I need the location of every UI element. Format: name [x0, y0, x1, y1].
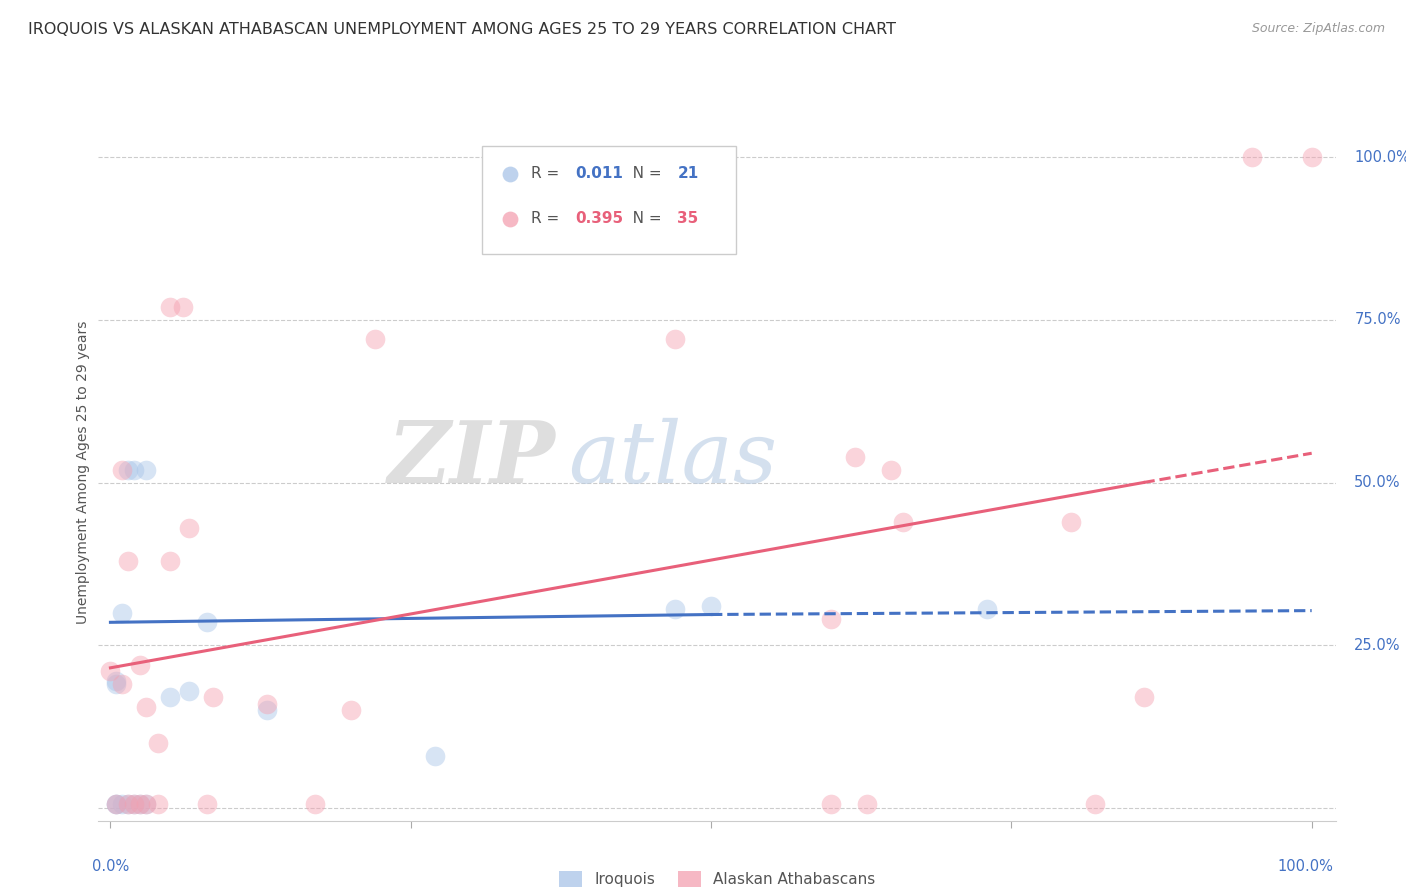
Point: [117, 553, 139, 567]
Text: 50.0%: 50.0%: [1354, 475, 1400, 490]
Text: N =: N =: [619, 166, 666, 181]
Point: [135, 797, 157, 812]
Text: N =: N =: [619, 211, 666, 227]
Point: [111, 797, 134, 812]
Point: [124, 797, 146, 812]
Point: [844, 450, 866, 464]
Text: 0.011: 0.011: [575, 166, 623, 181]
Point: [135, 699, 157, 714]
Point: [1301, 150, 1323, 164]
Point: [856, 797, 879, 812]
Point: [423, 748, 446, 763]
Legend: Iroquois, Alaskan Athabascans: Iroquois, Alaskan Athabascans: [553, 865, 882, 892]
Point: [124, 462, 146, 476]
Text: 100.0%: 100.0%: [1277, 859, 1333, 874]
Point: [148, 797, 170, 812]
Point: [148, 736, 170, 750]
Point: [1132, 690, 1154, 704]
Point: [820, 797, 842, 812]
Point: [100, 664, 122, 678]
Point: [1240, 150, 1263, 164]
Text: 25.0%: 25.0%: [1354, 638, 1400, 653]
Point: [129, 657, 152, 672]
Point: [664, 602, 686, 616]
FancyBboxPatch shape: [482, 145, 735, 253]
Point: [195, 615, 218, 630]
Point: [664, 333, 686, 347]
Point: [499, 238, 522, 252]
Text: 35: 35: [678, 211, 699, 227]
Point: [105, 797, 128, 812]
Point: [105, 677, 128, 691]
Point: [976, 602, 998, 616]
Y-axis label: Unemployment Among Ages 25 to 29 years: Unemployment Among Ages 25 to 29 years: [76, 321, 90, 624]
Text: R =: R =: [531, 166, 565, 181]
Text: IROQUOIS VS ALASKAN ATHABASCAN UNEMPLOYMENT AMONG AGES 25 TO 29 YEARS CORRELATIO: IROQUOIS VS ALASKAN ATHABASCAN UNEMPLOYM…: [28, 22, 896, 37]
Point: [124, 797, 146, 812]
Point: [159, 553, 181, 567]
Point: [159, 300, 181, 314]
Point: [499, 195, 522, 210]
Text: 75.0%: 75.0%: [1354, 312, 1400, 327]
Text: 0.395: 0.395: [575, 211, 623, 227]
Point: [177, 521, 200, 535]
Point: [1060, 515, 1083, 529]
Text: R =: R =: [531, 211, 565, 227]
Point: [111, 606, 134, 620]
Point: [172, 300, 194, 314]
Point: [135, 797, 157, 812]
Point: [880, 462, 903, 476]
Point: [201, 690, 224, 704]
Point: [105, 797, 128, 812]
Point: [105, 797, 128, 812]
Point: [111, 677, 134, 691]
Point: [129, 797, 152, 812]
Text: 0.0%: 0.0%: [93, 859, 129, 874]
Point: [177, 683, 200, 698]
Point: [117, 797, 139, 812]
Point: [256, 703, 278, 717]
Text: 100.0%: 100.0%: [1354, 150, 1406, 165]
Text: 21: 21: [678, 166, 699, 181]
Point: [129, 797, 152, 812]
Point: [339, 703, 361, 717]
Point: [364, 333, 387, 347]
Point: [117, 797, 139, 812]
Point: [1084, 797, 1107, 812]
Text: atlas: atlas: [568, 417, 778, 500]
Point: [891, 515, 914, 529]
Point: [159, 690, 181, 704]
Point: [820, 612, 842, 626]
Text: Source: ZipAtlas.com: Source: ZipAtlas.com: [1251, 22, 1385, 36]
Point: [111, 462, 134, 476]
Point: [700, 599, 723, 613]
Point: [256, 697, 278, 711]
Point: [105, 673, 128, 688]
Point: [195, 797, 218, 812]
Point: [304, 797, 326, 812]
Point: [135, 462, 157, 476]
Text: ZIP: ZIP: [388, 417, 557, 500]
Point: [117, 462, 139, 476]
